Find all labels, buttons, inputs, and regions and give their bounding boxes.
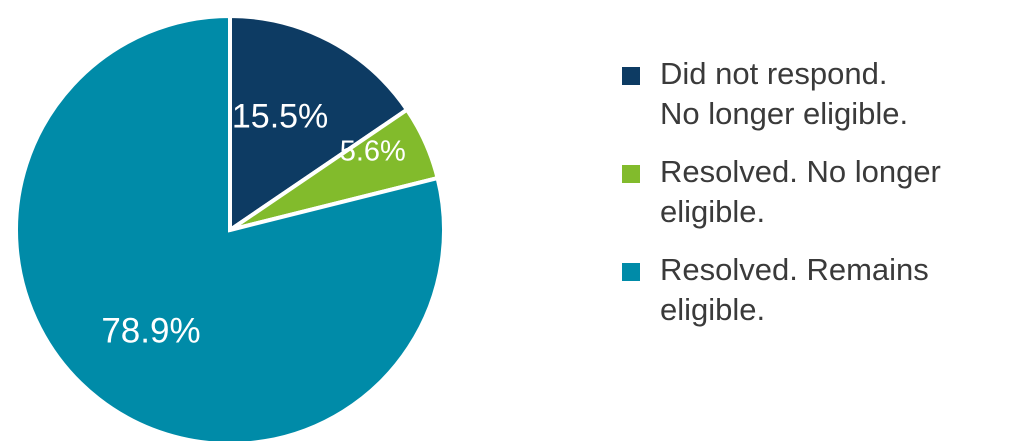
pie-slices <box>14 13 446 441</box>
legend-swatch-did-not-respond <box>622 67 640 85</box>
data-label-resolved-remains-eligible: 78.9% <box>101 312 200 351</box>
legend-label-resolved-remains-eligible: Resolved. Remains eligible. <box>660 252 929 327</box>
legend-item-resolved-no-longer-eligible: Resolved. No longer eligible. <box>622 152 1007 232</box>
data-label-resolved-no-longer-eligible: 5.6% <box>340 135 406 167</box>
pie-data-labels: 15.5% 5.6% 78.9% <box>101 98 405 351</box>
legend-label-resolved-no-longer-eligible: Resolved. No longer eligible. <box>660 154 941 229</box>
legend: Did not respond. No longer eligible. Res… <box>622 54 1007 348</box>
legend-swatch-resolved-remains-eligible <box>622 263 640 281</box>
legend-item-resolved-remains-eligible: Resolved. Remains eligible. <box>622 250 1007 330</box>
legend-label-did-not-respond: Did not respond. No longer eligible. <box>660 56 909 131</box>
data-label-did-not-respond: 15.5% <box>232 98 328 136</box>
pie-slice-resolved-remains-eligible <box>14 13 446 441</box>
legend-swatch-resolved-no-longer-eligible <box>622 165 640 183</box>
legend-item-did-not-respond: Did not respond. No longer eligible. <box>622 54 1007 134</box>
pie-slice-did-not-respond <box>228 13 410 234</box>
